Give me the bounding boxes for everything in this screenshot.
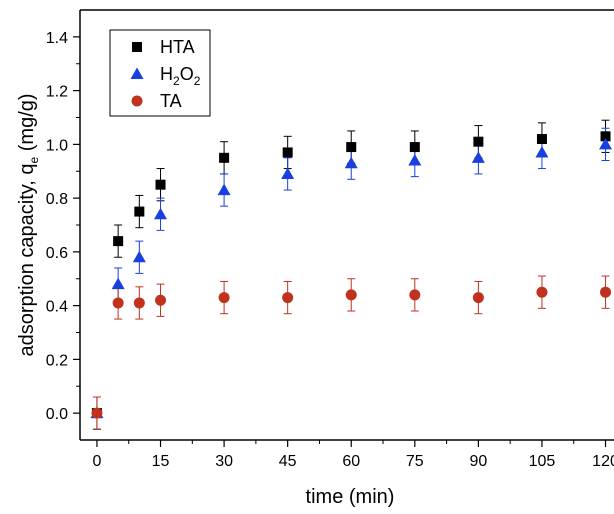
data-point (217, 183, 231, 196)
data-point (472, 292, 484, 304)
legend: HTA H2O2 TA (109, 29, 211, 117)
y-tick-label: 0.8 (46, 191, 68, 208)
y-tick-label: 0.0 (46, 406, 68, 423)
x-tick-label: 75 (406, 453, 424, 470)
data-point (345, 289, 357, 301)
data-point (91, 407, 103, 419)
data-point (111, 277, 125, 290)
data-point (218, 292, 230, 304)
data-point (133, 297, 145, 309)
legend-label-h2o2: H2O2 (160, 64, 201, 88)
data-point (408, 154, 422, 166)
legend-marker-h2o2 (130, 67, 144, 79)
x-tick-label: 105 (529, 453, 556, 470)
data-point (154, 207, 168, 220)
y-tick-label: 1.0 (46, 137, 68, 154)
data-point (155, 294, 167, 306)
data-point (409, 289, 421, 301)
data-point (344, 156, 358, 169)
data-point (409, 142, 420, 153)
y-tick-label: 1.4 (46, 30, 68, 47)
y-tick-label: 0.6 (46, 245, 68, 262)
data-point (471, 151, 485, 163)
data-point (600, 286, 612, 298)
data-point (346, 142, 357, 153)
data-marks (90, 119, 613, 430)
x-tick-label: 15 (152, 453, 170, 470)
data-point (473, 136, 484, 147)
x-axis-title: time (min) (306, 486, 395, 508)
x-tick-label: 120 (592, 453, 614, 470)
series-ta-points (91, 286, 612, 419)
data-point (132, 250, 146, 263)
data-point (281, 167, 295, 179)
y-axis-ticks: 0.0 0.2 0.4 0.6 0.8 1.0 1.2 1.4 (46, 30, 80, 423)
y-tick-label: 0.2 (46, 352, 68, 369)
y-axis-title: adsorption capacity, qe (mg/g) (16, 93, 41, 356)
y-tick-label: 0.4 (46, 299, 68, 316)
data-point (600, 131, 611, 142)
legend-label-ta: TA (160, 91, 182, 111)
x-tick-label: 60 (342, 453, 360, 470)
data-point (282, 292, 294, 304)
x-tick-label: 45 (279, 453, 297, 470)
data-point (113, 236, 124, 247)
x-tick-label: 90 (469, 453, 487, 470)
series-h2o2-points (90, 137, 613, 419)
data-point (134, 206, 145, 217)
data-point (112, 297, 124, 309)
data-point (219, 152, 230, 163)
data-point (536, 286, 548, 298)
y-tick-label: 1.2 (46, 84, 68, 101)
x-tick-label: 30 (215, 453, 233, 470)
legend-marker-ta (131, 95, 143, 107)
x-axis-ticks: 0 15 30 45 60 75 90 105 120 (92, 440, 614, 470)
data-point (536, 134, 547, 144)
data-point (599, 137, 613, 150)
x-tick-label: 0 (92, 453, 101, 470)
legend-marker-hta (132, 42, 142, 52)
data-point (282, 147, 293, 158)
data-point (535, 145, 549, 158)
legend-label-hta: HTA (160, 37, 195, 57)
data-point (155, 179, 166, 190)
legend-box (109, 29, 211, 117)
